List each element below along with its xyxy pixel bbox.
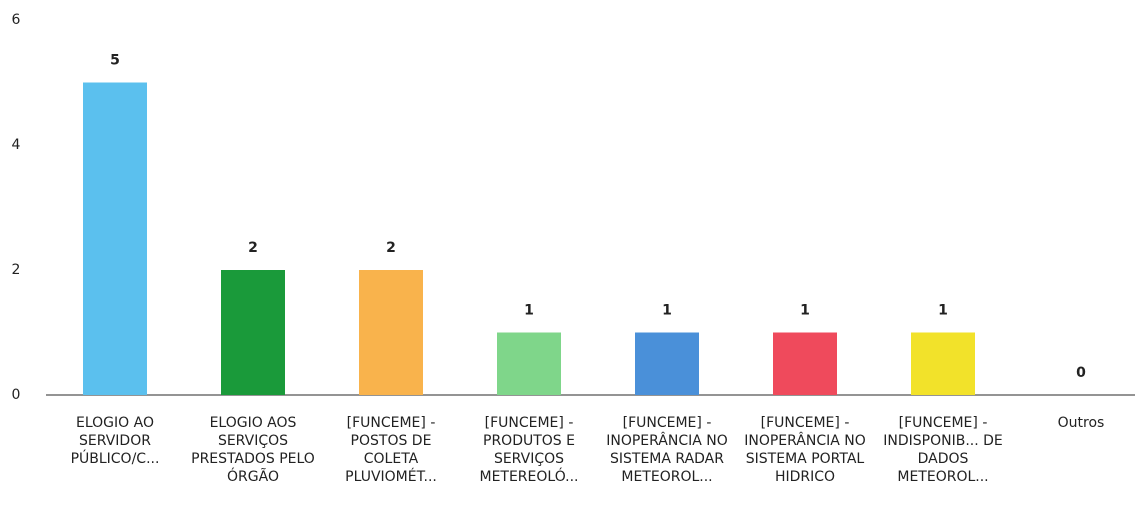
bar [635,332,699,395]
bar [221,270,285,395]
x-tick-label: [FUNCEME] - INDISPONIB... DE DADOS METEO… [883,415,1003,485]
x-tick-label: ELOGIO AO SERVIDOR PÚBLICO/C... [70,415,160,467]
data-label: 1 [938,303,948,319]
bar [497,332,561,395]
x-tick-label: [FUNCEME] - INOPERÂNCIA NO SISTEMA PORTA… [744,415,866,485]
x-tick-label: [FUNCEME] - POSTOS DE COLETA PLUVIOMÉT..… [345,415,437,485]
data-label: 5 [110,53,120,69]
data-label: 1 [800,303,810,319]
y-tick-label: 4 [12,137,21,153]
data-label: 1 [662,303,672,319]
x-tick-label: [FUNCEME] - PRODUTOS E SERVIÇOS METEREOL… [479,415,579,485]
bar [83,82,147,395]
y-tick-label: 6 [12,12,21,28]
x-tick-label: [FUNCEME] - INOPERÂNCIA NO SISTEMA RADAR… [606,415,728,485]
x-tick-label: ELOGIO AOS SERVIÇOS PRESTADOS PELO ÓRGÃO [191,415,315,485]
data-label: 0 [1076,365,1086,381]
bar [911,332,975,395]
y-tick-label: 2 [12,262,21,278]
data-label: 1 [524,303,534,319]
bar [773,332,837,395]
bar [359,270,423,395]
data-label: 2 [248,240,258,256]
data-label: 2 [386,240,396,256]
x-tick-label: Outros [1057,415,1105,431]
y-tick-label: 0 [12,387,21,403]
